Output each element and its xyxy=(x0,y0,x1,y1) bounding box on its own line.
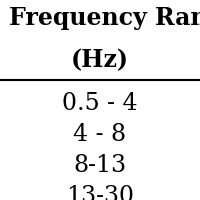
Text: 4 - 8: 4 - 8 xyxy=(73,123,127,146)
Text: Frequency Range: Frequency Range xyxy=(9,6,200,30)
Text: 0.5 - 4: 0.5 - 4 xyxy=(62,92,138,115)
Text: 13-30: 13-30 xyxy=(66,185,134,200)
Text: 8-13: 8-13 xyxy=(73,154,127,177)
Text: (Hz): (Hz) xyxy=(71,48,129,72)
